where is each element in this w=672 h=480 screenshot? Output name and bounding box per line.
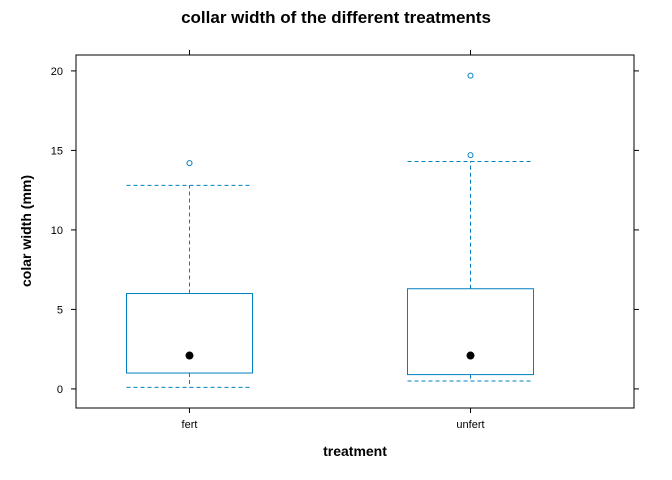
box-group-fert bbox=[126, 160, 253, 388]
y-tick-label: 10 bbox=[51, 225, 63, 237]
median-dot bbox=[185, 351, 194, 360]
box-group-unfert bbox=[407, 72, 534, 382]
x-tick-label: unfert bbox=[456, 419, 484, 431]
y-tick-label: 0 bbox=[57, 384, 63, 396]
x-tick-label: fert bbox=[182, 419, 198, 431]
x-axis: fert unfert bbox=[182, 50, 485, 431]
y-tick-label: 20 bbox=[51, 66, 63, 78]
outlier-point bbox=[467, 72, 474, 79]
chart-title: collar width of the different treatments bbox=[181, 8, 491, 27]
median-dot bbox=[466, 351, 475, 360]
iqr-box bbox=[126, 293, 253, 374]
iqr-box bbox=[407, 288, 534, 376]
plot-frame bbox=[75, 54, 635, 409]
outlier-point bbox=[186, 160, 193, 167]
y-tick-label: 15 bbox=[51, 145, 63, 157]
y-tick-label: 5 bbox=[57, 304, 63, 316]
outlier-point bbox=[467, 152, 474, 159]
y-axis: 0 5 10 15 20 bbox=[51, 66, 639, 396]
x-axis-title: treatment bbox=[323, 443, 387, 459]
y-axis-title: colar width (mm) bbox=[18, 175, 34, 287]
boxes-layer bbox=[126, 72, 534, 388]
